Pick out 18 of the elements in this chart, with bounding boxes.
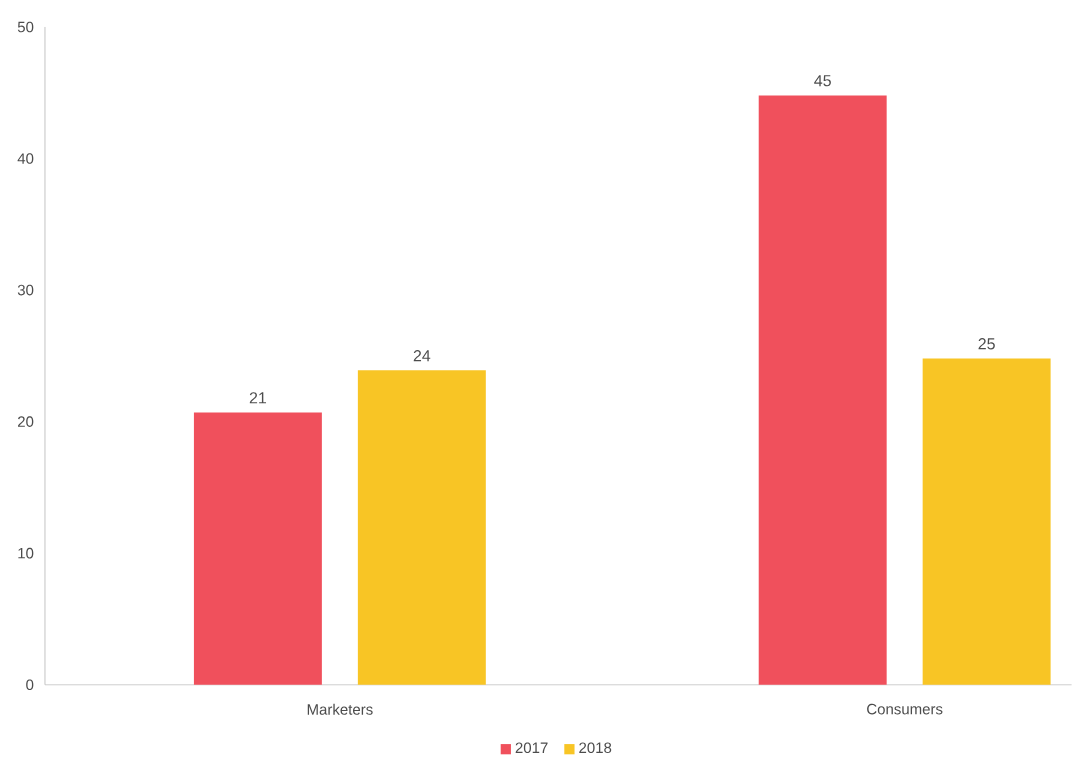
y-tick-label: 40	[17, 153, 34, 164]
bar	[357, 370, 486, 685]
data-label: 45	[814, 75, 831, 87]
legend-label: 2018	[579, 742, 612, 754]
y-tick-label: 50	[17, 21, 34, 33]
bar	[193, 412, 322, 685]
y-tick-label: 0	[26, 679, 34, 691]
y-tick-label: 10	[18, 547, 34, 559]
x-tick-label: Marketers	[307, 703, 373, 715]
data-label: 21	[249, 392, 267, 404]
data-label: 25	[978, 338, 995, 350]
bar	[922, 358, 1051, 685]
x-tick-label: Consumers	[867, 703, 943, 715]
y-tick-label: 30	[17, 284, 34, 296]
y-tick-label: 20	[18, 416, 34, 427]
bar	[758, 95, 887, 685]
data-label: 24	[413, 350, 431, 362]
legend-label: 2017	[515, 742, 548, 754]
